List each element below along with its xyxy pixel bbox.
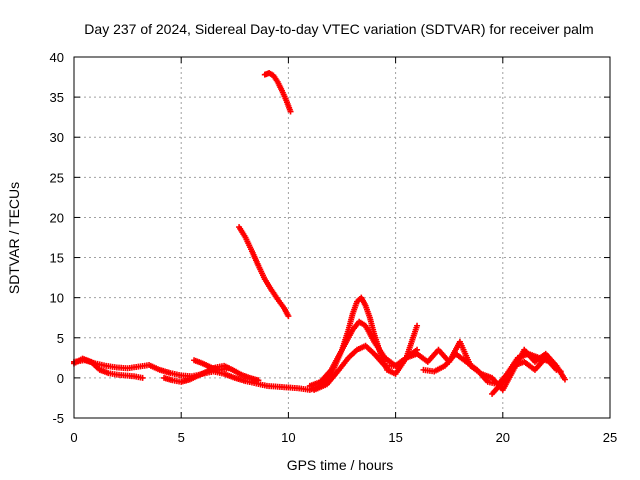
data-point xyxy=(561,376,568,383)
series-track-l xyxy=(489,354,560,397)
x-tick-label: 25 xyxy=(603,430,617,445)
x-tick-label: 20 xyxy=(496,430,510,445)
x-tick-label: 0 xyxy=(70,430,77,445)
y-tick-label: 30 xyxy=(50,130,64,145)
data-point xyxy=(557,368,564,375)
x-tick-label: 10 xyxy=(281,430,295,445)
y-tick-label: 5 xyxy=(57,331,64,346)
data-point xyxy=(287,108,294,115)
y-axis-ticks: -5 0 5 10 15 20 25 30 35 40 xyxy=(50,50,610,426)
series-track-h xyxy=(306,318,421,389)
series-track-a xyxy=(261,70,294,115)
data-point xyxy=(255,377,262,384)
y-tick-label: 35 xyxy=(50,90,64,105)
plot-area xyxy=(71,70,568,397)
y-tick-label: 25 xyxy=(50,170,64,185)
y-tick-label: 40 xyxy=(50,50,64,65)
y-tick-label: -5 xyxy=(52,411,64,426)
y-tick-label: 20 xyxy=(50,210,64,225)
y-tick-label: 15 xyxy=(50,251,64,266)
data-point xyxy=(285,313,292,320)
y-tick-label: 0 xyxy=(57,371,64,386)
data-point xyxy=(553,366,560,373)
y-axis-label: SDTVAR / TECUs xyxy=(6,182,22,294)
series-track-b xyxy=(236,224,292,320)
series-track-f xyxy=(191,357,232,373)
y-tick-label: 10 xyxy=(50,291,64,306)
x-tick-label: 5 xyxy=(178,430,185,445)
data-point xyxy=(414,322,421,329)
x-axis-label: GPS time / hours xyxy=(287,457,394,473)
series-track-d xyxy=(71,355,146,381)
series-track-j xyxy=(414,338,568,393)
grid xyxy=(74,57,610,418)
plot-frame xyxy=(73,56,611,419)
chart-title: Day 237 of 2024, Sidereal Day-to-day VTE… xyxy=(84,21,593,37)
x-axis-ticks: 0 5 10 15 20 25 xyxy=(70,57,617,445)
data-point xyxy=(139,374,146,381)
series-track-i xyxy=(311,342,421,393)
x-tick-label: 15 xyxy=(388,430,402,445)
data-point xyxy=(225,365,232,372)
